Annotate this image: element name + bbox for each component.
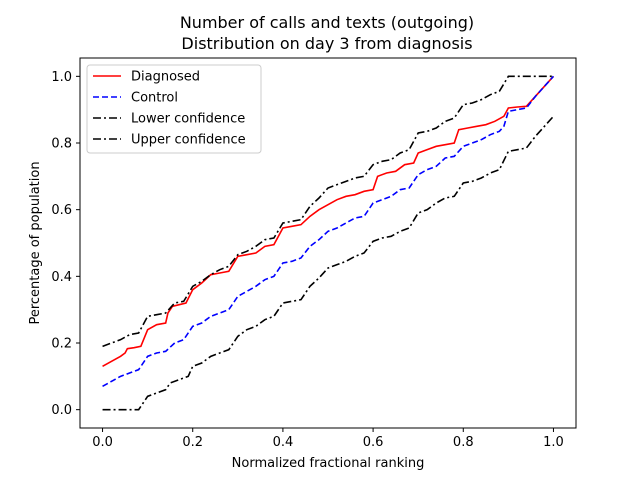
- legend-items: Diagnosed Control Lower confidence Upper co…: [93, 70, 246, 148]
- y-tick-label: 0.4: [51, 270, 72, 285]
- legend-label: Diagnosed: [131, 70, 200, 85]
- y-tick-label: 0.2: [51, 337, 72, 352]
- chart-title: Number of calls and texts (outgoing): [180, 13, 474, 32]
- x-axis-label: Normalized fractional ranking: [232, 456, 425, 471]
- x-tick-label: 0.0: [92, 435, 113, 450]
- legend-label: Upper confidence: [131, 133, 246, 148]
- series-line-lower-confidence: [102, 115, 555, 411]
- series-layer: [102, 75, 555, 411]
- chart-subtitle: Distribution on day 3 from diagnosis: [181, 34, 472, 53]
- y-tick-label: 0.6: [51, 203, 72, 218]
- legend-frame: [86, 64, 262, 154]
- legend-label: Lower confidence: [131, 112, 245, 127]
- plot-area-frame: [79, 57, 577, 429]
- x-tick-label: 0.4: [273, 435, 294, 450]
- y-tick-label: 0.8: [51, 137, 72, 152]
- y-axis-label: Percentage of population: [28, 161, 43, 324]
- x-tick-label: 0.6: [363, 435, 384, 450]
- x-tick-label: 0.2: [182, 435, 203, 450]
- x-tick-label: 1.0: [543, 435, 564, 450]
- y-tick-label: 0.0: [51, 403, 72, 418]
- tick-layer: 0.0 0.2 0.4 0.6 0.8 1.0 0.0 0.2 0.4 0.6 0.8 1.0: [51, 70, 563, 450]
- y-tick-label: 1.0: [51, 70, 72, 85]
- series-line-diagnosed: [102, 75, 555, 368]
- legend-label: Control: [131, 91, 178, 106]
- legend: Diagnosed Control Lower confidence Upper co…: [86, 64, 262, 154]
- series-line-upper-confidence: [102, 75, 554, 348]
- series-line-control: [102, 75, 555, 388]
- x-tick-label: 0.8: [453, 435, 474, 450]
